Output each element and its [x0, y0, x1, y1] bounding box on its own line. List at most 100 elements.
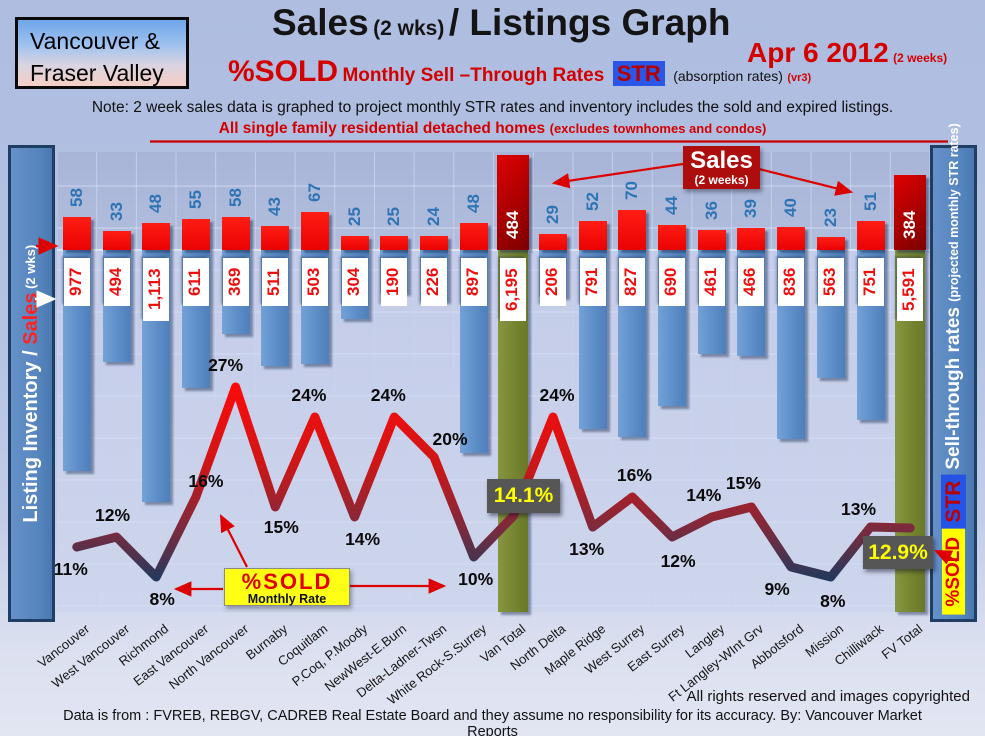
inventory-value-label: 751	[857, 258, 884, 306]
sales-bar	[856, 221, 885, 250]
total-sales-bar	[894, 174, 927, 250]
sales-value-label: 48	[463, 194, 483, 214]
str-phrase: Monthly Sell –Through Rates	[342, 65, 605, 86]
str-rate-label: 12%	[94, 505, 131, 525]
pct-sold-label: %SOLD	[228, 55, 339, 88]
sales-bar	[658, 225, 687, 250]
sales-callout-title: Sales	[690, 147, 753, 174]
inventory-value-label: 690	[659, 258, 686, 306]
sales-callout-sub: (2 weeks)	[694, 173, 749, 187]
sales-value-label: 384	[900, 210, 920, 240]
sales-bar	[539, 233, 567, 250]
title-rest: / Listings Graph	[448, 2, 731, 43]
inventory-value-label: 6,195	[500, 258, 527, 321]
inventory-value-label: 503	[301, 258, 328, 306]
date-note: (2 weeks)	[893, 51, 948, 65]
sales-value-label: 484	[503, 210, 523, 240]
sales-bar	[737, 227, 766, 250]
inventory-value-label: 977	[63, 258, 90, 306]
inventory-value-label: 611	[182, 258, 209, 306]
right-axis-panel: %SOLDSTR Sell-through rates (projected m…	[930, 123, 977, 622]
sales-bar	[777, 227, 806, 250]
note-text: Note: 2 week sales data is graphed to pr…	[91, 99, 894, 116]
str-rate-label: 10%	[458, 569, 494, 589]
inventory-value-label: 5,591	[897, 258, 924, 321]
right-axis-label: %SOLDSTR Sell-through rates (projected m…	[940, 123, 966, 615]
sales-value-label: 44	[662, 196, 682, 216]
str-rate-label: 13%	[840, 499, 877, 519]
scope-text: All single family residential detached h…	[0, 120, 985, 138]
str-rate-label: 24%	[539, 385, 575, 405]
inventory-value-label: 304	[341, 258, 368, 306]
inventory-value-label: 206	[540, 258, 566, 306]
sales-value-label: 25	[384, 207, 404, 227]
inventory-value-label: 1,113	[143, 258, 170, 321]
inventory-value-label: 369	[222, 258, 249, 306]
str-rate-label: 12%	[660, 551, 696, 571]
sales-value-label: 29	[543, 205, 562, 225]
absorption-note: (absorption rates)	[673, 68, 783, 84]
sales-value-label: 67	[304, 183, 324, 203]
inventory-value-label: 791	[579, 258, 606, 306]
inventory-value-label: 897	[460, 258, 487, 306]
region-line2: Fraser Valley	[30, 60, 164, 87]
str-rate-label: 15%	[263, 517, 299, 537]
sales-bar	[578, 220, 607, 250]
sales-value-label: 36	[701, 201, 721, 221]
str-rate-label: 13%	[569, 539, 605, 559]
str-rate-label: 24%	[291, 385, 327, 405]
str-badge: STR	[612, 61, 665, 86]
left-axis-panel: Listing Inventory / Sales (2 wks)	[8, 145, 55, 622]
total-sales-bar	[497, 155, 530, 250]
region-line1: Vancouver &	[30, 28, 160, 54]
scope-main: All single family residential detached h…	[218, 120, 546, 137]
left-axis-inventory: Listing Inventory /	[20, 344, 42, 523]
sales-bar	[697, 229, 726, 250]
sales-value-label: 48	[146, 194, 166, 214]
left-axis-label: Listing Inventory / Sales (2 wks)	[20, 153, 43, 615]
title-wks: (2 wks)	[373, 17, 445, 40]
sales-bar	[300, 212, 329, 250]
sales-bar	[221, 217, 250, 250]
sales-bar	[261, 225, 290, 250]
str-rate-label: 8%	[149, 589, 175, 609]
inventory-value-label: 461	[698, 258, 725, 306]
sales-bar	[102, 231, 131, 250]
sold-rate-callout: %SOLD Monthly Rate	[224, 568, 350, 606]
van-total-rate-box: 14.1%	[487, 479, 560, 513]
sold-callout-title: %SOLD	[241, 569, 333, 594]
sales-value-label: 43	[265, 197, 285, 217]
sales-bar	[62, 217, 91, 250]
str-rate-label: 15%	[725, 473, 761, 493]
sales-bar	[459, 222, 488, 250]
sales-value-label: 55	[185, 190, 205, 210]
sales-bar	[142, 222, 171, 250]
str-rate-label: 8%	[820, 591, 846, 611]
sales-value-label: 25	[344, 207, 364, 227]
sales-value-label: 58	[66, 188, 86, 208]
rights-text: All rights reserved and images copyright…	[686, 688, 970, 705]
date-text: Apr 6 2012	[747, 37, 889, 68]
str-rate-label: 27%	[208, 355, 244, 375]
right-axis-sub: (projected monthly STR rates)	[946, 122, 961, 302]
inventory-value-label: 226	[421, 258, 447, 306]
sales-value-label: 24	[424, 207, 443, 227]
str-side-badge: STR	[940, 474, 966, 529]
sales-bar	[340, 235, 369, 250]
page-title: Sales (2 wks) / Listings Graph	[272, 2, 730, 44]
str-rate-label: 20%	[432, 429, 468, 449]
sales-value-label: 51	[860, 192, 880, 212]
scope-sub: (excludes townhomes and condos)	[549, 121, 767, 136]
pct-sold-badge: %SOLD	[941, 528, 965, 615]
sold-callout-sub: Monthly Rate	[247, 592, 327, 606]
sales-value-label: 23	[820, 208, 840, 228]
str-rate-label: 9%	[764, 579, 790, 599]
fv-total-rate-box: 12.9%	[863, 536, 933, 569]
inventory-value-label: 466	[738, 258, 765, 306]
sales-value-label: 39	[741, 199, 761, 219]
inventory-value-label: 827	[619, 258, 646, 306]
sales-value-label: 40	[781, 198, 801, 218]
sales-bar	[420, 236, 448, 250]
left-axis-wks: (2 wks)	[23, 244, 38, 293]
plot-area: 58 977 11% 33 494 12% 48 1,113 8% 55 611 16% 58 369 27…	[54, 152, 930, 612]
